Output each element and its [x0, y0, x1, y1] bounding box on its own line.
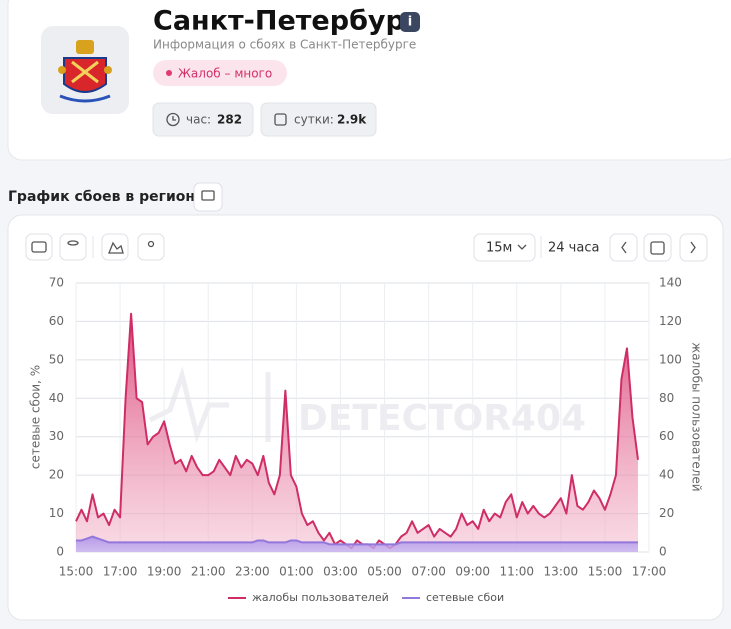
- y2-tick-label: 40: [659, 468, 674, 482]
- range-value[interactable]: 24 часа: [548, 241, 599, 256]
- legend-label: сетевые сбои: [426, 591, 504, 604]
- y-axis-label: сетевые сбои, %: [29, 365, 43, 469]
- next-icon: [690, 241, 696, 254]
- x-tick-label: 19:00: [147, 565, 182, 579]
- x-tick-label: 17:00: [103, 565, 138, 579]
- y2-tick-label: 20: [659, 506, 674, 520]
- calendar-icon: [274, 113, 287, 126]
- dropdown-arrow: [517, 244, 527, 250]
- y-tick-label: 0: [56, 545, 64, 559]
- stat-box: [152, 102, 254, 137]
- y2-axis-label: жалобы пользователей: [690, 342, 704, 491]
- stat-label: час:: [186, 113, 211, 127]
- badge-text: Жалоб – много: [178, 67, 272, 81]
- db-icon: [67, 240, 79, 246]
- badge-dot: [166, 70, 172, 76]
- badge: [153, 60, 287, 86]
- series-line: [75, 312, 639, 550]
- y2-tick-label: 120: [659, 314, 682, 328]
- clock-icon: [166, 112, 180, 127]
- x-tick-label: 11:00: [499, 565, 534, 579]
- x-tick-label: 13:00: [544, 565, 579, 579]
- area-icon: [108, 241, 124, 254]
- calendar-button[interactable]: [643, 233, 672, 262]
- screenshot-button[interactable]: [25, 233, 53, 261]
- watermark-logo: [148, 366, 271, 444]
- prev-button[interactable]: [609, 233, 638, 262]
- data-button[interactable]: [59, 233, 87, 261]
- y2-tick-label: 140: [659, 276, 682, 290]
- x-tick-label: 05:00: [367, 565, 402, 579]
- y-tick-label: 50: [49, 352, 64, 366]
- x-tick-label: 09:00: [455, 565, 490, 579]
- y-tick-label: 10: [49, 506, 64, 520]
- y-tick-label: 60: [49, 314, 64, 328]
- stat-value: 2.9k: [337, 113, 367, 127]
- y2-tick-label: 60: [659, 429, 674, 443]
- user-icon: [147, 240, 155, 248]
- interval-value: 15м: [486, 241, 512, 256]
- prev-icon: [621, 241, 627, 254]
- x-tick-label: 03:00: [323, 565, 358, 579]
- logo: [58, 40, 112, 103]
- embed-button[interactable]: [193, 182, 223, 212]
- series-line: [76, 535, 638, 546]
- watermark: DETECTOR404: [298, 398, 586, 439]
- stat-box: [260, 102, 377, 137]
- x-tick-label: 15:00: [588, 565, 623, 579]
- y-tick-label: 20: [49, 468, 64, 482]
- y-tick-label: 30: [49, 429, 64, 443]
- y2-tick-label: 80: [659, 391, 674, 405]
- calendar-icon: [650, 241, 665, 255]
- section-title: График сбоев в регионе: [8, 189, 205, 205]
- next-button[interactable]: [679, 233, 708, 262]
- x-tick-label: 21:00: [191, 565, 226, 579]
- title: Санкт-Петербург: [153, 6, 419, 37]
- y2-tick-label: 0: [659, 545, 667, 559]
- y-tick-label: 70: [49, 276, 64, 290]
- x-tick-label: 15:00: [59, 565, 94, 579]
- info-icon[interactable]: [400, 12, 420, 32]
- y-tick-label: 40: [49, 391, 64, 405]
- legend-label: жалобы пользователей: [252, 591, 389, 604]
- x-tick-label: 17:00: [632, 565, 667, 579]
- stat-label: сутки:: [294, 113, 334, 127]
- x-tick-label: 23:00: [235, 565, 270, 579]
- info-icon-glyph: i: [408, 15, 412, 30]
- subtitle: Информация о сбоях в Санкт-Петербурге: [153, 38, 416, 52]
- stat-value: 282: [217, 113, 242, 127]
- x-tick-label: 07:00: [411, 565, 446, 579]
- clock-hands: [172, 116, 176, 121]
- x-tick-label: 01:00: [279, 565, 314, 579]
- camera-icon: [31, 241, 47, 253]
- y2-tick-label: 100: [659, 352, 682, 366]
- embed-icon: [201, 190, 215, 201]
- interval-select[interactable]: [473, 233, 536, 262]
- series-area: [76, 313, 638, 552]
